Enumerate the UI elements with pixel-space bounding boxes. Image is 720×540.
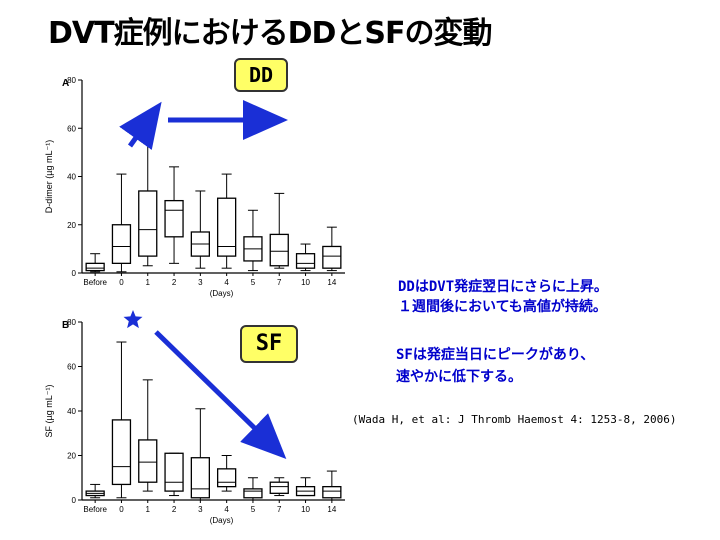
sf-note-line-1: SFは発症当日にピークがあり、 [396,347,595,363]
box-0 [111,341,132,499]
x-tick-label: 3 [198,278,203,287]
iqr-box [295,253,316,269]
dd-note-line-2: １週間後においても高値が持続。 [398,299,607,315]
decline-arrow [154,330,287,459]
trend-annotations [119,100,288,459]
panel-b-sf: 0 20 40 60 80B SF (µg mL⁻¹) Before 0 1 2 3 4 5 7 10 14 (… [44,318,345,525]
iqr-box [269,481,289,494]
x-tick-label: 1 [146,278,151,287]
y-tick-label: 40 [67,407,76,416]
box-10 [295,243,316,272]
box-1 [138,137,158,267]
iqr-box [216,468,237,488]
box-7 [269,477,289,497]
x-tick-label: 2 [172,278,177,287]
y-axis-label: SF (µg mL⁻¹) [44,385,54,438]
iqr-box [164,199,184,238]
peak-star-icon [123,310,143,329]
y-tick-label: 0 [72,269,77,278]
x-tick-label: 14 [327,278,336,287]
y-tick-label: 20 [67,452,76,461]
iqr-box [85,262,105,272]
box-3 [190,190,211,269]
x-tick-label: 2 [172,505,177,514]
iqr-box [164,452,184,492]
y-tick-label: 80 [67,318,76,327]
dd-note-line-1: DDはDVT発症翌日にさらに上昇。 [398,279,608,295]
iqr-box [111,224,132,264]
box-4 [216,455,237,492]
x-tick-label: 14 [327,505,336,514]
citation: (Wada H, et al: J Thromb Haemost 4: 1253… [352,413,677,426]
x-tick-label: Before [83,505,107,514]
box-Before [85,253,105,273]
box-3 [190,408,211,501]
box-0 [111,173,132,273]
x-axis-label: (Days) [210,289,234,298]
y-tick-label: 0 [72,496,77,505]
iqr-box [138,190,158,257]
box-10 [295,477,316,497]
x-tick-label: 7 [277,278,282,287]
x-tick-label: 4 [224,278,229,287]
box-1 [138,379,158,492]
rise-arrow [119,101,162,150]
slide-title: DVT症例におけるDDとSFの変動 [48,16,492,51]
y-tick-label: 40 [67,173,76,182]
x-tick-label: Before [83,278,107,287]
x-tick-label: 10 [301,278,310,287]
box-14 [322,226,342,272]
iqr-box [322,485,342,499]
x-tick-label: 0 [119,278,124,287]
box-Before [85,483,105,499]
box-5 [243,209,263,272]
x-tick-label: 0 [119,505,124,514]
x-tick-label: 3 [198,505,203,514]
y-tick-label: 20 [67,221,76,230]
sf-tag: SF [240,325,298,363]
x-tick-label: 5 [251,505,256,514]
y-tick-label: 80 [67,76,76,85]
y-tick-label: 60 [67,124,76,133]
sf-note-line-2: 速やかに低下する。 [396,369,522,385]
iqr-box [322,245,342,269]
iqr-box [269,233,289,267]
box-2 [164,452,184,497]
y-tick-label: 60 [67,363,76,372]
dd-tag: DD [234,58,288,92]
x-tick-label: 5 [251,278,256,287]
iqr-box [111,419,132,486]
iqr-box [190,457,211,499]
x-tick-label: 7 [277,505,282,514]
x-tick-label: 1 [146,505,151,514]
panel-a-ddimer: 0 20 40 60 80A D-dimer (µg mL⁻¹) Before 0 1 2 3 4 5 7… [44,76,345,298]
x-axis-label: (Days) [210,516,234,525]
box-2 [164,166,184,264]
box-7 [269,192,289,269]
box-4 [216,173,237,269]
panel-label: B [62,320,69,331]
iqr-box [243,488,263,499]
iqr-box [138,439,158,483]
iqr-box [216,197,237,257]
panel-label: A [62,78,69,89]
y-axis-label: D-dimer (µg mL⁻¹) [44,140,54,213]
x-tick-label: 4 [224,505,229,514]
x-tick-label: 10 [301,505,310,514]
